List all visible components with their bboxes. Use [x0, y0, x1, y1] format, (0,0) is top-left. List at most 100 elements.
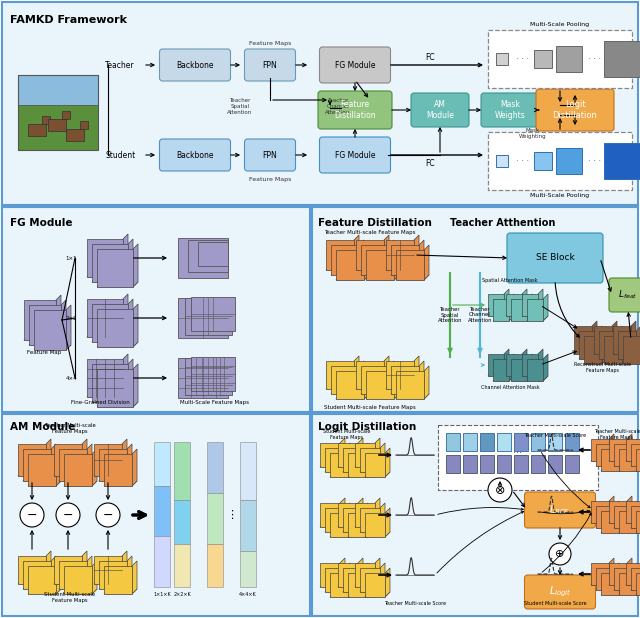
FancyBboxPatch shape — [42, 116, 50, 124]
FancyBboxPatch shape — [522, 294, 538, 316]
FancyBboxPatch shape — [92, 244, 128, 282]
FancyBboxPatch shape — [365, 453, 385, 477]
Text: $L_{feat}$: $L_{feat}$ — [618, 289, 638, 301]
FancyBboxPatch shape — [207, 493, 223, 543]
Polygon shape — [340, 558, 345, 587]
Text: Teacher
Channel
Attention: Teacher Channel Attention — [468, 307, 492, 323]
Polygon shape — [619, 506, 624, 533]
FancyBboxPatch shape — [355, 443, 375, 467]
Polygon shape — [375, 438, 380, 467]
FancyBboxPatch shape — [497, 455, 511, 473]
FancyBboxPatch shape — [178, 238, 228, 278]
Polygon shape — [361, 270, 394, 275]
FancyBboxPatch shape — [360, 568, 380, 592]
FancyBboxPatch shape — [604, 143, 640, 179]
Polygon shape — [627, 496, 632, 523]
FancyBboxPatch shape — [609, 439, 627, 461]
FancyBboxPatch shape — [527, 359, 543, 381]
Polygon shape — [34, 345, 71, 350]
FancyBboxPatch shape — [601, 511, 619, 533]
FancyBboxPatch shape — [184, 297, 232, 334]
Text: · · ·: · · · — [588, 156, 601, 166]
Polygon shape — [391, 389, 424, 394]
FancyBboxPatch shape — [488, 132, 632, 190]
FancyBboxPatch shape — [601, 573, 619, 595]
Text: $L_{BCE}$: $L_{BCE}$ — [549, 503, 571, 517]
FancyBboxPatch shape — [330, 573, 350, 597]
Polygon shape — [94, 579, 127, 584]
FancyBboxPatch shape — [355, 563, 375, 587]
Polygon shape — [92, 277, 133, 282]
FancyBboxPatch shape — [556, 46, 582, 72]
Polygon shape — [361, 389, 394, 394]
Polygon shape — [132, 561, 137, 594]
Polygon shape — [385, 568, 390, 597]
FancyBboxPatch shape — [48, 119, 66, 131]
Text: Feature Maps: Feature Maps — [249, 41, 291, 46]
Polygon shape — [599, 354, 622, 359]
FancyBboxPatch shape — [609, 278, 640, 312]
FancyBboxPatch shape — [159, 139, 230, 171]
Polygon shape — [56, 561, 61, 594]
Polygon shape — [56, 295, 61, 340]
Polygon shape — [619, 568, 624, 595]
Text: Teacher Multi-scale Score: Teacher Multi-scale Score — [384, 601, 446, 606]
Polygon shape — [345, 563, 350, 592]
Polygon shape — [365, 592, 390, 597]
Polygon shape — [127, 556, 132, 589]
FancyBboxPatch shape — [240, 442, 256, 500]
Polygon shape — [122, 439, 127, 476]
Polygon shape — [626, 518, 640, 523]
Polygon shape — [637, 444, 640, 471]
Text: 1×1: 1×1 — [65, 255, 77, 261]
FancyBboxPatch shape — [312, 207, 638, 412]
FancyBboxPatch shape — [178, 358, 228, 398]
Text: Multi-Scale Pooling: Multi-Scale Pooling — [531, 22, 589, 27]
Polygon shape — [627, 434, 632, 461]
Polygon shape — [637, 506, 640, 533]
FancyBboxPatch shape — [188, 240, 228, 272]
Polygon shape — [614, 523, 637, 528]
Polygon shape — [380, 503, 385, 532]
Polygon shape — [366, 394, 399, 399]
FancyBboxPatch shape — [330, 513, 350, 537]
FancyBboxPatch shape — [497, 433, 511, 451]
FancyBboxPatch shape — [59, 561, 87, 589]
Polygon shape — [127, 444, 132, 481]
Polygon shape — [358, 498, 363, 527]
Polygon shape — [360, 467, 385, 472]
FancyBboxPatch shape — [338, 443, 358, 467]
FancyBboxPatch shape — [178, 298, 228, 338]
FancyBboxPatch shape — [2, 207, 310, 412]
Polygon shape — [66, 305, 71, 350]
Polygon shape — [366, 275, 399, 280]
FancyBboxPatch shape — [619, 573, 637, 595]
Polygon shape — [488, 371, 509, 376]
FancyBboxPatch shape — [319, 137, 390, 173]
Polygon shape — [18, 471, 51, 476]
FancyBboxPatch shape — [23, 561, 51, 589]
Polygon shape — [325, 467, 350, 472]
Polygon shape — [330, 592, 355, 597]
FancyBboxPatch shape — [631, 506, 640, 528]
Polygon shape — [592, 321, 597, 354]
Polygon shape — [99, 476, 132, 481]
Polygon shape — [325, 527, 350, 532]
Text: Teacher Multi-scale Feature Maps: Teacher Multi-scale Feature Maps — [324, 230, 416, 235]
Polygon shape — [419, 361, 424, 394]
Polygon shape — [394, 366, 399, 399]
Polygon shape — [424, 366, 429, 399]
FancyBboxPatch shape — [320, 443, 340, 467]
Polygon shape — [348, 472, 373, 477]
Polygon shape — [365, 532, 390, 537]
Polygon shape — [522, 289, 527, 316]
FancyBboxPatch shape — [631, 568, 640, 590]
Text: FG Module: FG Module — [335, 61, 375, 69]
FancyBboxPatch shape — [54, 444, 82, 476]
Polygon shape — [632, 563, 637, 590]
FancyBboxPatch shape — [97, 369, 133, 407]
FancyBboxPatch shape — [331, 366, 359, 394]
Polygon shape — [348, 532, 373, 537]
Polygon shape — [338, 522, 363, 527]
FancyBboxPatch shape — [511, 299, 527, 321]
